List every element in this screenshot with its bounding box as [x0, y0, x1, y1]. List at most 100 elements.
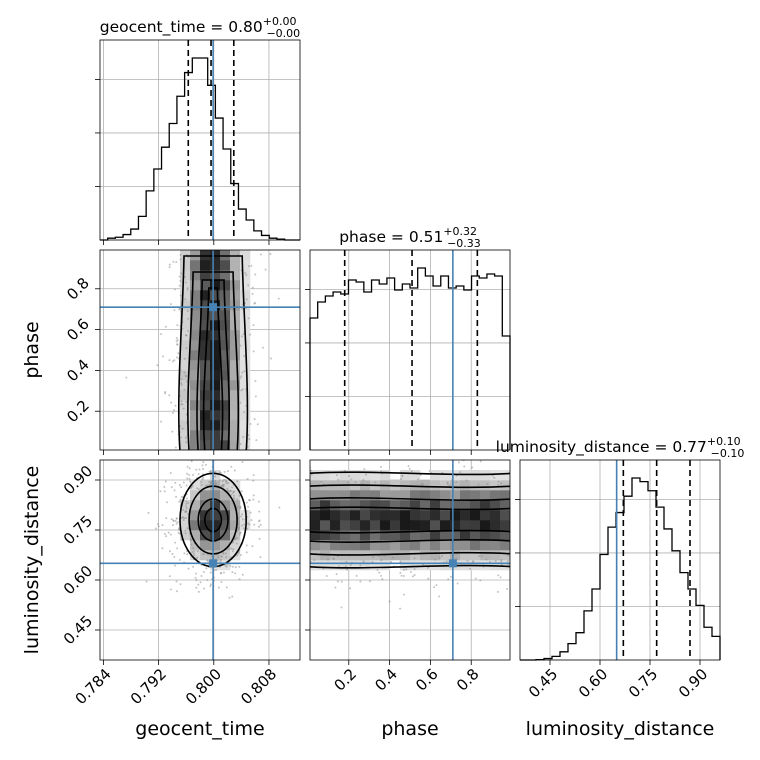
sample-point — [362, 478, 365, 481]
sample-point — [207, 483, 210, 486]
sample-point — [241, 518, 244, 521]
sample-point — [236, 554, 239, 557]
sample-point — [391, 556, 394, 559]
sample-point — [179, 294, 182, 297]
sample-point — [215, 568, 218, 571]
density-cell — [240, 380, 251, 391]
density-cell — [220, 530, 231, 541]
sample-point — [186, 288, 189, 291]
density-cell — [350, 500, 361, 511]
density-cell — [470, 490, 481, 501]
xtick-label-phase-1: 0.4 — [371, 665, 401, 695]
density-cell — [190, 340, 201, 351]
sample-point — [251, 286, 254, 289]
sample-point — [246, 527, 249, 530]
density-cell — [420, 540, 431, 551]
density-cell — [400, 530, 411, 541]
density-cell — [240, 390, 251, 401]
density-cell — [470, 510, 481, 521]
density-cell — [500, 530, 510, 541]
density-cell — [210, 270, 221, 281]
density-cell — [500, 520, 510, 531]
sample-point — [196, 550, 199, 553]
density-cell — [230, 380, 241, 391]
sample-point — [187, 473, 190, 476]
density-cell — [430, 550, 441, 561]
sample-point — [223, 470, 226, 473]
sample-point — [172, 411, 175, 414]
sample-point — [229, 564, 232, 567]
density-cell — [220, 550, 231, 561]
sample-point — [238, 526, 241, 529]
sample-point — [243, 411, 246, 414]
density-cell — [500, 490, 510, 501]
density-cell — [470, 530, 481, 541]
xtick-label-luminosity_distance-0: 0.45 — [525, 665, 561, 701]
density-cell — [190, 360, 201, 371]
sample-point — [154, 527, 157, 530]
density-cell — [210, 500, 221, 511]
sample-point — [165, 535, 168, 538]
sample-point — [204, 463, 207, 466]
sample-point — [239, 344, 242, 347]
density-cell — [240, 370, 251, 381]
sample-point — [220, 555, 223, 558]
density-cell — [430, 530, 441, 541]
contour-level-1 — [188, 485, 238, 555]
title-plus-geocent_time: +0.00 — [263, 15, 297, 28]
sample-point — [163, 532, 166, 535]
sample-point — [169, 533, 172, 536]
density-cell — [220, 350, 231, 361]
density-cell — [210, 470, 221, 481]
density-cell — [240, 280, 251, 291]
sample-point — [403, 593, 406, 596]
density-cell — [230, 360, 241, 371]
sample-point — [231, 571, 234, 574]
sample-point — [209, 481, 212, 484]
sample-point — [401, 474, 404, 477]
density-cell — [190, 270, 201, 281]
sample-point — [413, 557, 416, 560]
sample-point — [178, 484, 181, 487]
sample-point — [409, 447, 411, 449]
sample-point — [222, 479, 225, 482]
density-cell — [240, 510, 251, 521]
sample-point — [189, 480, 192, 483]
density-cell — [190, 380, 201, 391]
density-cell — [240, 350, 251, 361]
sample-point — [413, 573, 416, 576]
title-value-luminosity_distance: luminosity_distance = 0.77 — [496, 438, 707, 457]
density-cell — [380, 520, 391, 531]
sample-point — [219, 485, 222, 488]
density-cell — [230, 260, 241, 271]
sample-point — [199, 581, 202, 584]
density-cell — [450, 510, 461, 521]
panel-geocent_time-luminosity_distance — [99, 459, 301, 661]
density-cell — [310, 500, 321, 511]
sample-point — [171, 553, 174, 556]
sample-point — [477, 483, 480, 486]
sample-point — [174, 404, 177, 407]
sample-point — [213, 470, 216, 473]
xtick-label-luminosity_distance-3: 0.90 — [675, 665, 711, 701]
density-cell — [220, 330, 231, 341]
density-cell — [190, 420, 201, 431]
sample-point — [206, 579, 209, 582]
density-cell — [480, 540, 491, 551]
sample-point — [244, 272, 247, 275]
density-cell — [200, 300, 211, 311]
density-cell — [310, 470, 321, 481]
sample-point — [254, 395, 257, 398]
sample-point — [241, 513, 244, 516]
density-cell — [380, 500, 391, 511]
density-cell — [310, 520, 321, 531]
sample-point — [231, 541, 234, 544]
density-cell — [440, 550, 451, 561]
sample-point — [207, 480, 210, 483]
sample-point — [500, 482, 503, 485]
density-cell — [470, 540, 481, 551]
sample-point — [231, 486, 234, 489]
sample-point — [209, 571, 212, 574]
frame-luminosity_distance — [519, 459, 721, 661]
density-cell — [430, 490, 441, 501]
